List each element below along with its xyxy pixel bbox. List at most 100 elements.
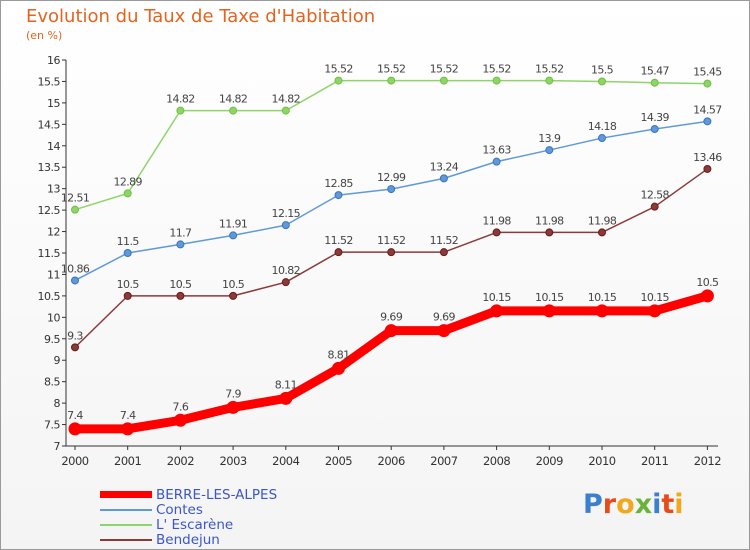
- data-label: 7.4: [120, 409, 136, 422]
- data-label: 12.99: [377, 171, 406, 184]
- data-point: [173, 413, 187, 427]
- data-label: 13.63: [482, 144, 511, 157]
- logo-letter: i: [652, 489, 662, 520]
- data-point: [123, 249, 132, 257]
- series-l-escar-ne: 12.51 12.89 14.82 14.82 14.82 15.52 15.52 15.52…: [61, 63, 723, 214]
- data-label: 8.81: [327, 348, 349, 361]
- y-tick-label: 16: [47, 54, 60, 67]
- legend-label: BERRE-LES-ALPES: [156, 486, 278, 503]
- x-tick-label: 2006: [378, 454, 405, 468]
- y-tick-label: 12: [47, 226, 60, 239]
- data-label: 14.82: [219, 93, 248, 106]
- data-label: 15.52: [324, 63, 353, 76]
- data-label: 9.3: [67, 329, 83, 342]
- y-tick-label: 7: [54, 440, 61, 453]
- data-point: [332, 361, 345, 375]
- x-tick-label: 2000: [61, 454, 88, 468]
- data-point: [123, 189, 132, 198]
- data-label: 10.5: [222, 278, 245, 291]
- data-point: [71, 205, 79, 214]
- x-tick-label: 2010: [588, 454, 615, 468]
- data-label: 11.98: [535, 214, 564, 227]
- data-point: [437, 324, 451, 338]
- data-point: [71, 276, 79, 285]
- data-label: 15.47: [640, 65, 669, 78]
- legend-swatch: [100, 508, 152, 511]
- y-tick-label: 15: [47, 97, 60, 110]
- legend-label: L' Escarène: [156, 516, 234, 533]
- legend-swatch: [100, 523, 152, 526]
- y-tick-label: 11.5: [38, 247, 61, 260]
- data-label: 14.39: [640, 111, 669, 124]
- data-label: 12.89: [113, 175, 142, 188]
- x-tick-label: 2003: [219, 454, 246, 468]
- legend-swatch: [100, 491, 152, 498]
- data-point: [490, 304, 504, 318]
- logo-letter: i: [674, 489, 684, 520]
- data-label: 10.5: [696, 276, 719, 289]
- x-tick-label: 2009: [536, 454, 563, 468]
- data-point: [68, 422, 82, 436]
- logo-letter: t: [661, 489, 675, 520]
- data-label: 11.98: [588, 214, 617, 227]
- data-label: 12.51: [61, 192, 90, 205]
- data-label: 15.52: [535, 63, 564, 76]
- data-label: 9.69: [380, 311, 403, 324]
- legend-item: BERRE-LES-ALPES: [100, 486, 278, 503]
- data-point: [387, 76, 396, 85]
- logo-letter: P: [583, 489, 603, 520]
- data-label: 10.15: [482, 291, 511, 304]
- data-point: [229, 231, 238, 240]
- data-point: [229, 106, 238, 115]
- data-label: 10.86: [61, 262, 90, 275]
- data-point: [703, 79, 712, 88]
- data-point: [492, 157, 501, 166]
- data-label: 12.58: [640, 189, 669, 202]
- data-point: [703, 117, 712, 126]
- data-label: 15.52: [377, 63, 406, 76]
- x-tick-label: 2001: [114, 454, 141, 468]
- x-tick-label: 2005: [325, 454, 352, 468]
- x-tick-label: 2012: [694, 454, 721, 468]
- x-tick-label: 2011: [641, 454, 668, 468]
- y-tick-label: 12.5: [38, 204, 61, 217]
- legend-item: Bendejun: [100, 532, 277, 548]
- data-point: [542, 304, 556, 318]
- data-point: [598, 134, 606, 143]
- data-label: 15.45: [693, 66, 722, 79]
- data-point: [492, 228, 501, 237]
- x-tick-label: 2007: [430, 454, 457, 468]
- y-tick-label: 13: [47, 183, 60, 196]
- y-tick-label: 15.5: [38, 75, 61, 88]
- data-point: [176, 240, 185, 249]
- data-label: 14.82: [272, 93, 301, 106]
- logo-letter: x: [634, 489, 653, 520]
- data-point: [279, 391, 293, 405]
- data-label: 12.85: [324, 177, 353, 190]
- y-tick-label: 10.5: [38, 290, 61, 303]
- data-label: 10.15: [588, 291, 617, 304]
- series-berre-les-alpes: 7.4 7.4 7.6 7.9 8.11 8.81 9.69 9.69 10.15 10.15 10…: [67, 276, 720, 436]
- data-label: 13.46: [693, 151, 722, 164]
- data-point: [281, 106, 290, 115]
- data-point: [648, 304, 662, 318]
- data-label: 10.15: [640, 291, 669, 304]
- data-label: 14.18: [588, 120, 617, 133]
- data-point: [121, 422, 135, 436]
- data-label: 11.5: [117, 235, 140, 248]
- chart-title: Evolution du Taux de Taxe d'Habitation: [26, 6, 376, 27]
- data-point: [334, 76, 343, 85]
- data-label: 13.24: [430, 160, 459, 173]
- data-label: 7.4: [67, 409, 83, 422]
- data-point: [439, 248, 448, 257]
- data-point: [650, 202, 659, 211]
- data-point: [281, 278, 290, 287]
- data-point: [650, 125, 659, 134]
- logo-letter: r: [602, 489, 617, 520]
- data-point: [439, 76, 448, 85]
- series-contes: 10.86 11.5 11.7 11.91 12.15 12.85 12.99 13.24 13…: [61, 103, 723, 285]
- data-point: [492, 76, 501, 85]
- y-tick-label: 14: [47, 140, 60, 153]
- data-label: 14.82: [166, 93, 195, 106]
- y-tick-label: 8.5: [44, 376, 60, 389]
